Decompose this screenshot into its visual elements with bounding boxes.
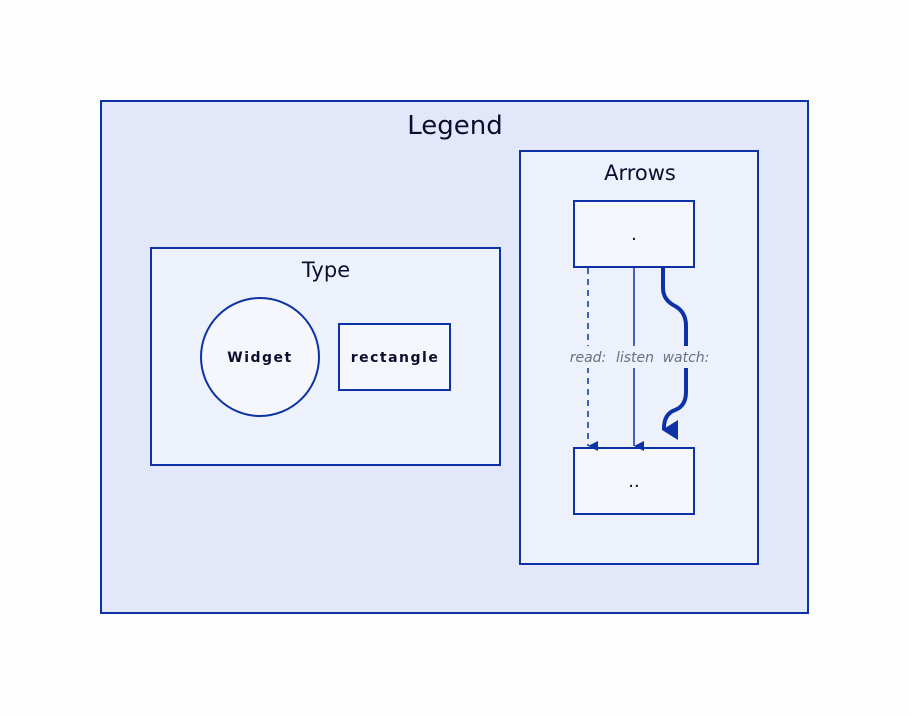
rectangle-node xyxy=(338,323,451,391)
listen-label-bg xyxy=(614,346,656,368)
legend-title: Legend xyxy=(407,111,503,141)
target-node xyxy=(573,447,695,515)
source-label: . xyxy=(631,224,637,245)
type-group-title: Type xyxy=(301,258,350,282)
source-node xyxy=(573,200,695,268)
widget-node xyxy=(200,297,320,417)
read-label-bg xyxy=(568,346,608,368)
target-label: .. xyxy=(628,471,639,492)
watch-label-bg xyxy=(661,346,711,368)
listen-arrow-label: listen xyxy=(616,350,654,366)
watch-arrow-label: watch: xyxy=(663,350,710,366)
arrows-group-title: Arrows xyxy=(604,161,676,185)
read-arrow-label: read: xyxy=(570,350,607,366)
rectangle-label: rectangle xyxy=(351,350,440,366)
widget-label: Widget xyxy=(227,350,292,366)
